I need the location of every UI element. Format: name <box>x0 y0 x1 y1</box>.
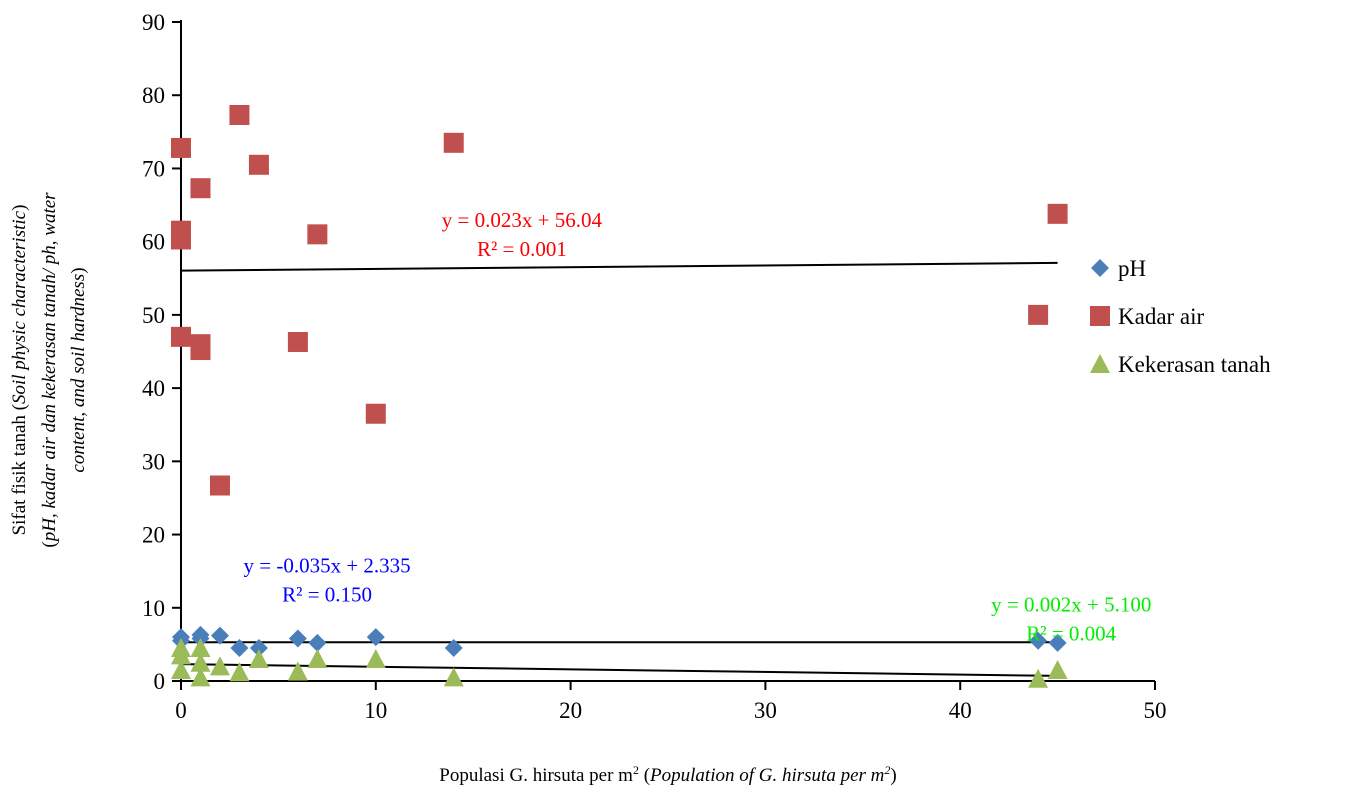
x-tick-label: 20 <box>559 698 582 723</box>
trendline-equation: R² = 0.150 <box>282 583 372 607</box>
data-point-triangle <box>1047 660 1068 680</box>
data-point-triangle <box>171 638 191 658</box>
data-point-triangle <box>365 649 386 669</box>
legend-label: Kadar air <box>1118 304 1205 329</box>
trendline-equation: R² = 0.001 <box>477 237 567 261</box>
y-tick-label: 20 <box>142 523 165 548</box>
data-point-diamond <box>249 639 268 658</box>
data-point-square <box>1047 203 1068 224</box>
data-point-diamond <box>366 628 385 647</box>
trendline <box>180 663 1058 677</box>
data-point-diamond <box>308 633 327 652</box>
y-tick-label: 40 <box>142 376 165 401</box>
y-axis-title-line: (pH, kadar air dan kekerasan tanah/ ph, … <box>39 192 60 548</box>
data-point-triangle <box>190 638 211 658</box>
data-point-triangle <box>171 660 191 680</box>
data-point-square <box>287 331 308 352</box>
data-point-triangle <box>190 652 211 672</box>
data-point-square <box>209 475 230 496</box>
legend-marker-square <box>1090 306 1110 326</box>
data-point-diamond <box>191 625 210 644</box>
x-tick-label: 40 <box>949 698 972 723</box>
data-point-square <box>229 104 250 125</box>
y-tick-label: 10 <box>142 596 165 621</box>
data-point-diamond <box>444 639 463 658</box>
data-point-square <box>190 340 211 361</box>
trendline-equation: y = 0.002x + 5.100 <box>991 592 1151 616</box>
data-point-triangle <box>248 649 269 669</box>
data-point-diamond <box>230 639 249 658</box>
y-tick-label: 30 <box>142 449 165 474</box>
trendline-equation: y = -0.035x + 2.335 <box>244 554 411 578</box>
data-point-diamond <box>172 628 190 647</box>
data-point-triangle <box>307 649 328 669</box>
data-point-diamond <box>288 629 307 648</box>
data-point-triangle <box>190 667 211 687</box>
y-axis-title-line: Sifat fisik tanah (Soil physic character… <box>9 205 30 536</box>
x-tick-label: 30 <box>754 698 777 723</box>
x-axis-title: Populasi G. hirsuta per m2 (Population o… <box>439 763 896 786</box>
x-tick-label: 0 <box>175 698 187 723</box>
data-point-square <box>365 403 386 424</box>
x-tick-label: 10 <box>364 698 387 723</box>
data-point-square <box>1028 304 1049 325</box>
data-point-triangle <box>287 661 308 681</box>
data-point-square <box>171 326 191 347</box>
trendline <box>180 261 1058 272</box>
data-point-diamond <box>1029 631 1048 650</box>
data-point-triangle <box>443 667 464 687</box>
data-point-square <box>307 224 328 245</box>
legend-label: pH <box>1118 256 1146 281</box>
trendline-equation: R² = 0.004 <box>1026 621 1116 645</box>
data-point-triangle <box>1028 668 1049 688</box>
data-point-square <box>248 154 269 175</box>
x-tick-label: 50 <box>1144 698 1167 723</box>
data-point-square <box>443 132 464 153</box>
y-tick-label: 90 <box>142 10 165 35</box>
y-tick-label: 50 <box>142 303 165 328</box>
y-tick-label: 80 <box>142 83 165 108</box>
data-point-triangle <box>229 662 250 682</box>
y-axis-title-line: content, and soil hardness) <box>68 267 89 472</box>
data-point-square <box>171 137 191 158</box>
data-point-square <box>171 229 191 250</box>
y-tick-label: 60 <box>142 230 165 255</box>
data-point-diamond <box>1048 633 1067 652</box>
data-point-square <box>190 178 211 199</box>
data-point-triangle <box>209 656 230 676</box>
legend-label: Kekerasan tanah <box>1118 352 1271 377</box>
data-point-diamond <box>210 626 229 645</box>
legend-marker-triangle <box>1090 354 1110 373</box>
legend-marker-diamond <box>1091 259 1109 277</box>
y-tick-label: 0 <box>154 669 166 694</box>
y-tick-label: 70 <box>142 156 165 181</box>
trendline-equation: y = 0.023x + 56.04 <box>442 208 603 232</box>
